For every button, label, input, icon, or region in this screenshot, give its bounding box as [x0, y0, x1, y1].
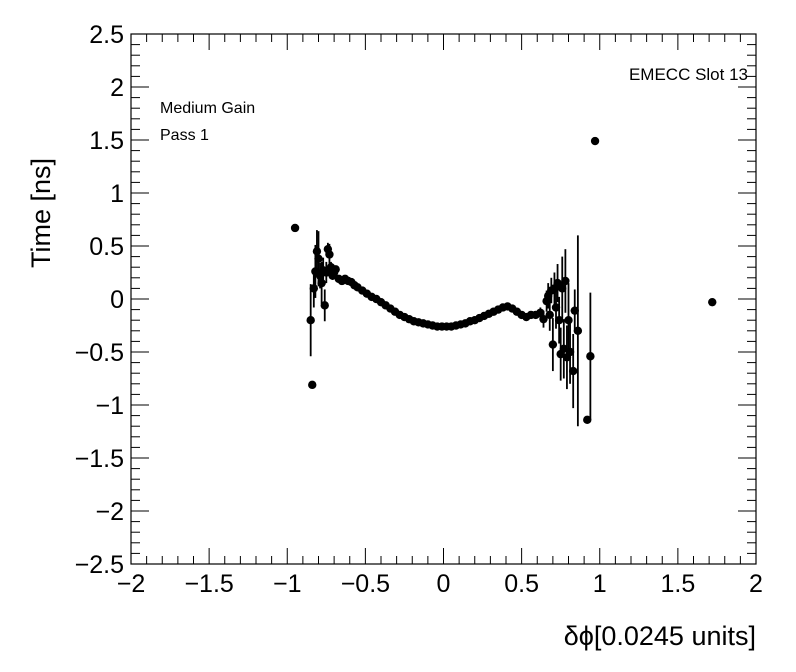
data-point	[590, 136, 600, 146]
data-point	[539, 314, 548, 324]
y-tick-label: −2.5	[75, 551, 124, 579]
data-point	[309, 284, 319, 293]
data-point	[314, 254, 323, 263]
y-tick-label: −2	[95, 498, 124, 526]
y-tick-label: 1.5	[89, 127, 124, 155]
y-tick-label: −0.5	[75, 339, 124, 367]
y-axis-title: Time [ns]	[26, 158, 56, 268]
data-point	[312, 247, 322, 256]
y-tick-label: 0.5	[89, 233, 124, 261]
y-tick-label: 1	[110, 180, 124, 208]
data-point	[586, 352, 595, 361]
data-point	[317, 278, 326, 288]
data-points	[290, 136, 717, 425]
x-tick-label: 1.5	[660, 570, 695, 598]
data-point	[325, 250, 334, 259]
annotation-slot: EMECC Slot 13	[629, 65, 748, 84]
data-point	[564, 316, 573, 325]
data-point	[708, 297, 717, 307]
data-point	[320, 301, 329, 310]
data-point	[551, 303, 561, 312]
y-tick-labels: −2.5 −2 −1.5 −1 −0.5 0 0.5 1 1.5 2 2.5	[75, 21, 124, 579]
x-tick-label: −2	[117, 570, 146, 598]
x-tick-labels: −2 −1.5 −1 −0.5 0 0.5 1 1.5 2	[117, 570, 763, 598]
x-axis-title: δϕ[0.0245 units]	[564, 621, 756, 651]
data-point	[568, 366, 578, 376]
x-tick-label: −1.5	[184, 570, 233, 598]
data-point	[548, 340, 558, 349]
x-tick-label: 2	[749, 570, 763, 598]
data-point	[561, 276, 570, 286]
data-point	[570, 306, 579, 315]
data-point	[536, 308, 545, 317]
data-point	[558, 284, 567, 293]
x-tick-label: −1	[273, 570, 302, 598]
data-point	[573, 326, 583, 335]
data-point	[565, 347, 575, 357]
x-tick-label: −0.5	[341, 570, 390, 598]
data-point	[583, 415, 592, 425]
x-tick-label: 0.5	[504, 570, 539, 598]
data-point	[554, 316, 564, 325]
data-point	[331, 265, 340, 274]
x-tick-label: 1	[593, 570, 607, 598]
data-point	[306, 316, 315, 325]
data-point	[308, 380, 317, 390]
y-tick-label: −1.5	[75, 445, 124, 473]
axis-ticks	[130, 33, 757, 565]
y-tick-label: −1	[95, 392, 124, 420]
y-tick-label: 0	[110, 286, 124, 314]
data-point	[559, 344, 569, 354]
x-tick-label: 0	[437, 570, 451, 598]
data-point	[545, 310, 554, 320]
y-tick-label: 2.5	[89, 21, 124, 49]
annotation-gain: Medium Gain	[160, 100, 255, 117]
y-tick-label: 2	[110, 74, 124, 102]
annotation-pass: Pass 1	[160, 127, 209, 144]
data-point	[290, 223, 300, 233]
